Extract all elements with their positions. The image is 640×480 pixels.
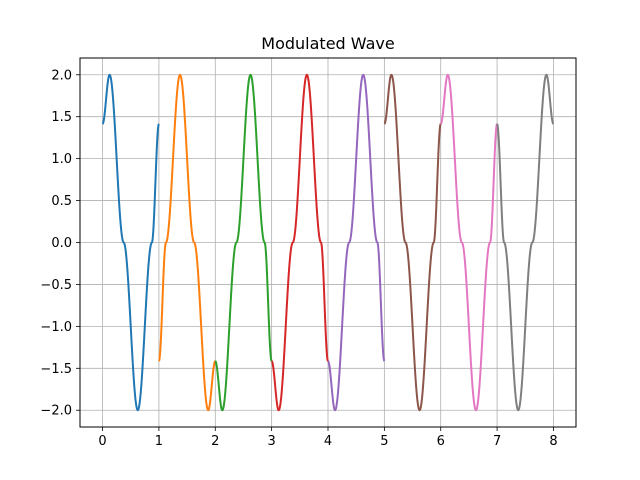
series-line-7 (440, 73, 498, 412)
y-tick-label: 0.5 (51, 194, 72, 209)
x-tick-label: 5 (380, 434, 388, 449)
y-tick-label: −2.0 (40, 404, 72, 419)
x-tick-label: 1 (155, 434, 163, 449)
y-tick-label: 1.5 (51, 110, 72, 125)
plot-series (101, 73, 555, 412)
y-tick-label: −0.5 (40, 278, 72, 293)
x-tick-label: 8 (549, 434, 557, 449)
chart-title: Modulated Wave (261, 34, 394, 53)
series-line-6 (383, 73, 442, 412)
series-line-3 (214, 73, 273, 412)
series-line-5 (327, 73, 386, 412)
series-line-4 (270, 73, 329, 412)
y-tick-label: −1.0 (40, 320, 72, 335)
x-axis: 0 1 2 3 4 5 6 7 8 (98, 427, 558, 449)
y-tick-label: 1.0 (51, 152, 72, 167)
x-tick-label: 4 (324, 434, 332, 449)
series-line-1 (101, 73, 160, 412)
y-tick-label: 0.0 (51, 236, 72, 251)
grid (80, 58, 576, 427)
x-tick-label: 2 (211, 434, 219, 449)
series-line-8 (496, 73, 555, 412)
x-tick-label: 7 (493, 434, 501, 449)
series-line-2 (158, 73, 216, 412)
y-tick-label: −1.5 (40, 362, 72, 377)
x-tick-label: 3 (267, 434, 275, 449)
y-tick-label: 2.0 (51, 68, 72, 83)
x-tick-label: 0 (98, 434, 106, 449)
x-tick-label: 6 (437, 434, 445, 449)
y-axis: 2.0 1.5 1.0 0.5 0.0 −0.5 −1.0 −1.5 −2.0 (40, 68, 80, 419)
